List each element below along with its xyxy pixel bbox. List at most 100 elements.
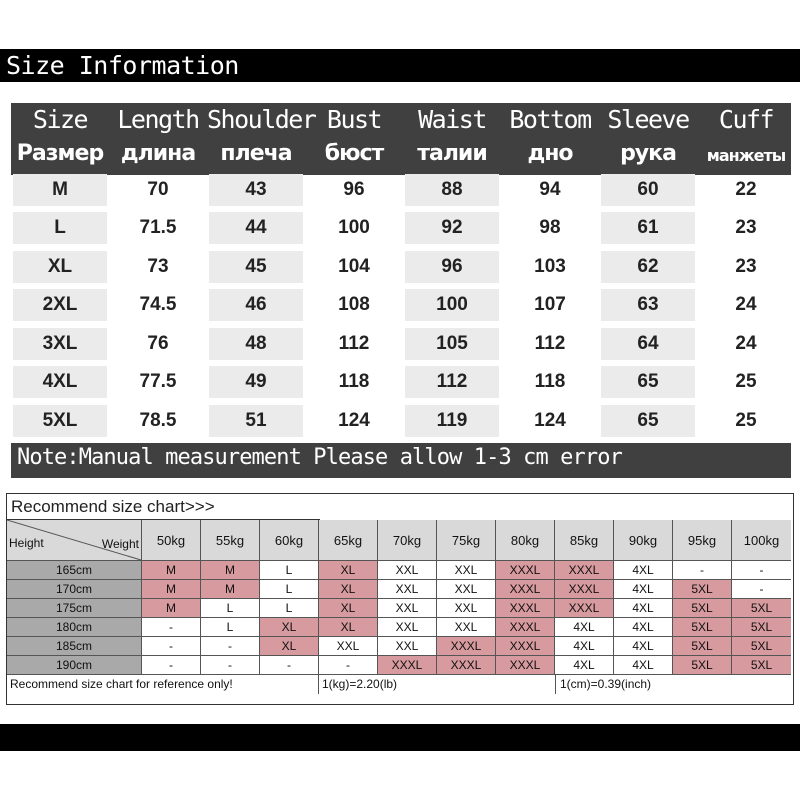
size-recommend-cell: XXXL	[496, 599, 555, 618]
size-cell: 64	[601, 328, 695, 360]
corner-header: Height Weight	[7, 520, 142, 561]
size-cell: 96	[405, 251, 499, 283]
size-recommend-cell: 5XL	[673, 656, 732, 675]
size-recommend-cell: 5XL	[732, 618, 791, 637]
size-cell: 100	[338, 217, 370, 238]
size-cell: 70	[147, 179, 169, 200]
size-cell: 88	[405, 174, 499, 206]
size-recommend-cell: 4XL	[555, 656, 614, 675]
size-cell: 118	[534, 371, 566, 392]
header-en-7: Cuff	[718, 105, 775, 134]
size-cell: 124	[534, 410, 566, 431]
size-cell: 43	[209, 174, 303, 206]
header-ru-1: длина	[120, 141, 196, 166]
weight-header: 80kg	[496, 520, 555, 561]
height-cell: 165cm	[7, 561, 142, 580]
title-divider	[7, 519, 320, 520]
size-row: L 71.5 44 100 92 98 61 23	[11, 212, 791, 244]
size-row: 3XL 76 48 112 105 112 64 24	[11, 328, 791, 360]
size-cell: 76	[147, 333, 169, 354]
weight-header: 55kg	[201, 520, 260, 561]
size-cell: 45	[209, 251, 303, 283]
weight-header: 90kg	[614, 520, 673, 561]
note-bar: Note:Manual measurement Please allow 1-3…	[11, 443, 791, 478]
header-ru-0: Размер	[16, 141, 104, 166]
size-recommend-cell: -	[732, 580, 791, 599]
recommend-size-chart: Recommend size chart>>> Height Weight 50kg…	[6, 493, 794, 705]
corner-height-label: Height	[9, 536, 44, 550]
size-cell: 98	[539, 217, 561, 238]
size-cell: 60	[601, 174, 695, 206]
size-recommend-cell: XL	[260, 618, 319, 637]
size-cell: L	[13, 212, 107, 244]
size-recommend-cell: XXXL	[555, 599, 614, 618]
header-en-5: Bottom	[509, 105, 592, 134]
size-cell: 112	[405, 366, 499, 398]
size-recommend-cell: L	[260, 561, 319, 580]
size-recommend-cell: 5XL	[673, 637, 732, 656]
size-cell: 107	[534, 294, 566, 315]
size-recommend-cell: XXXL	[437, 637, 496, 656]
size-recommend-cell: -	[142, 618, 201, 637]
size-recommend-cell: -	[673, 561, 732, 580]
height-cell: 185cm	[7, 637, 142, 656]
size-recommend-cell: L	[201, 599, 260, 618]
header-en-4: Waist	[418, 105, 487, 134]
size-recommend-cell: 4XL	[614, 618, 673, 637]
weight-header: 85kg	[555, 520, 614, 561]
size-recommend-cell: XXL	[437, 561, 496, 580]
size-cell: 96	[343, 179, 365, 200]
size-cell: 51	[209, 405, 303, 437]
height-cell: 180cm	[7, 618, 142, 637]
size-recommend-cell: 5XL	[732, 637, 791, 656]
size-recommend-cell: XXL	[378, 618, 437, 637]
weight-header: 100kg	[732, 520, 791, 561]
size-cell: 77.5	[139, 371, 177, 392]
size-recommend-cell: 4XL	[555, 618, 614, 637]
size-cell: 48	[209, 328, 303, 360]
header-en-3: Bust	[326, 105, 383, 134]
size-cell: 94	[539, 179, 561, 200]
size-cell: 25	[735, 410, 757, 431]
size-cell: 103	[534, 256, 566, 277]
size-cell: 104	[338, 256, 370, 277]
size-recommend-cell: XXXL	[496, 618, 555, 637]
size-recommend-cell: XXXL	[378, 656, 437, 675]
height-cell: 190cm	[7, 656, 142, 675]
size-cell: 118	[338, 371, 370, 392]
footer-reference-note: Recommend size chart for reference only!	[10, 677, 233, 691]
size-row: 5XL 78.5 51 124 119 124 65 25	[11, 405, 791, 437]
weight-header: 70kg	[378, 520, 437, 561]
weight-header: 95kg	[673, 520, 732, 561]
measurement-header: Size Размер Length длина Shoulder плеча Bust бю…	[11, 103, 791, 175]
size-recommend-cell: M	[201, 561, 260, 580]
size-recommend-cell: XL	[260, 637, 319, 656]
size-recommend-cell: 4XL	[614, 561, 673, 580]
size-recommend-cell: -	[260, 656, 319, 675]
size-cell: 112	[338, 333, 370, 354]
size-recommend-cell: XXL	[378, 637, 437, 656]
weight-header: 75kg	[437, 520, 496, 561]
header-ru-4: талии	[417, 141, 488, 166]
size-recommend-cell: XXL	[437, 618, 496, 637]
size-cell: 100	[405, 289, 499, 321]
page-title: Size Information	[6, 51, 239, 80]
size-cell: 3XL	[13, 328, 107, 360]
size-recommend-cell: 5XL	[732, 599, 791, 618]
size-cell: 108	[338, 294, 370, 315]
size-cell: 23	[735, 217, 757, 238]
size-cell: 112	[534, 333, 566, 354]
size-recommend-cell: XXXL	[555, 580, 614, 599]
size-recommend-cell: L	[201, 618, 260, 637]
size-cell: 22	[735, 179, 757, 200]
size-cell: 49	[209, 366, 303, 398]
size-recommend-cell: XXL	[319, 637, 378, 656]
size-recommend-cell: XXL	[437, 599, 496, 618]
size-cell: 71.5	[139, 217, 177, 238]
header-ru-6: рука	[620, 141, 677, 166]
size-recommend-cell: 5XL	[673, 599, 732, 618]
size-cell: 119	[405, 405, 499, 437]
size-recommend-cell: M	[142, 580, 201, 599]
size-recommend-cell: -	[142, 656, 201, 675]
size-recommend-cell: -	[201, 656, 260, 675]
